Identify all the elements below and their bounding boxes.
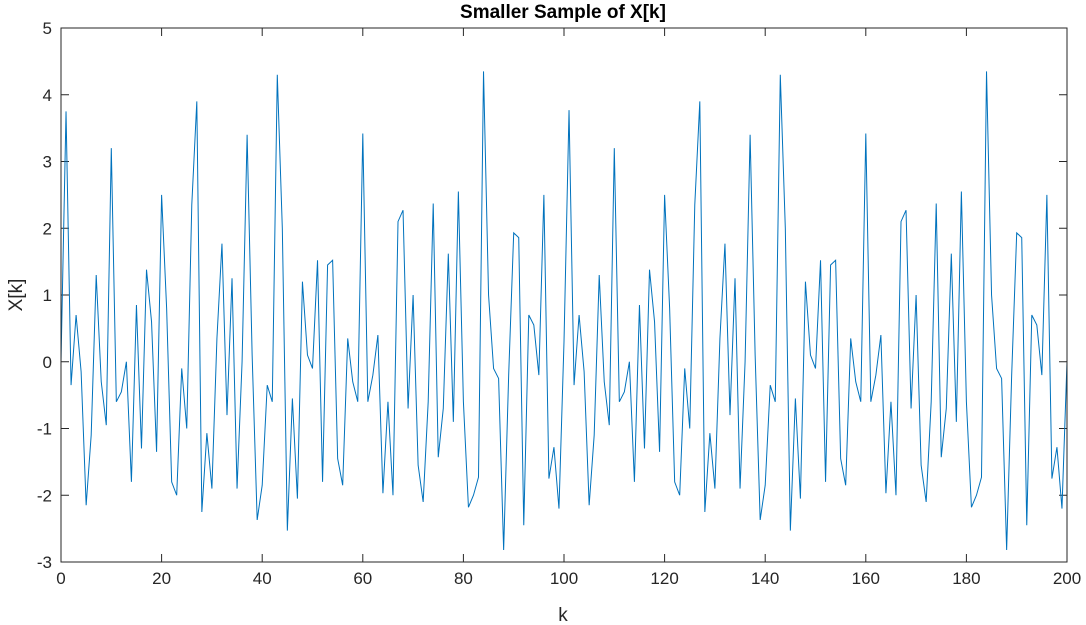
x-axis-label: k [558,605,568,625]
x-tick-label: 120 [650,569,678,588]
y-tick-label: -2 [37,486,52,505]
y-tick-label: -3 [37,553,52,572]
y-tick-label: 1 [43,286,52,305]
x-tick-label: 60 [353,569,372,588]
axis-ticks: 0 20 40 60 80 100 120 140 160 180 200 -3 -2 -1 0 1 2 3 4 5 [37,19,1081,588]
x-tick-label: 80 [454,569,473,588]
chart-title: Smaller Sample of X[k] [460,2,666,23]
x-tick-label: 180 [952,569,980,588]
y-tick-label: 3 [43,153,52,172]
series-layer [60,71,1068,551]
plot-area-frame [60,27,1068,563]
x-tick-label: 40 [253,569,272,588]
x-tick-label: 200 [1053,569,1081,588]
x-tick-label: 160 [852,569,880,588]
x-tick-label: 100 [550,569,578,588]
x-tick-label: 0 [56,569,65,588]
y-tick-label: 4 [43,86,52,105]
series-line-0 [60,71,1068,551]
y-tick-label: -1 [37,420,52,439]
x-tick-label: 140 [751,569,779,588]
y-axis-label: X[k] [6,279,27,312]
y-tick-label: 5 [43,19,52,38]
x-tick-label: 20 [152,569,171,588]
y-tick-label: 2 [43,219,52,238]
y-tick-label: 0 [43,353,52,372]
